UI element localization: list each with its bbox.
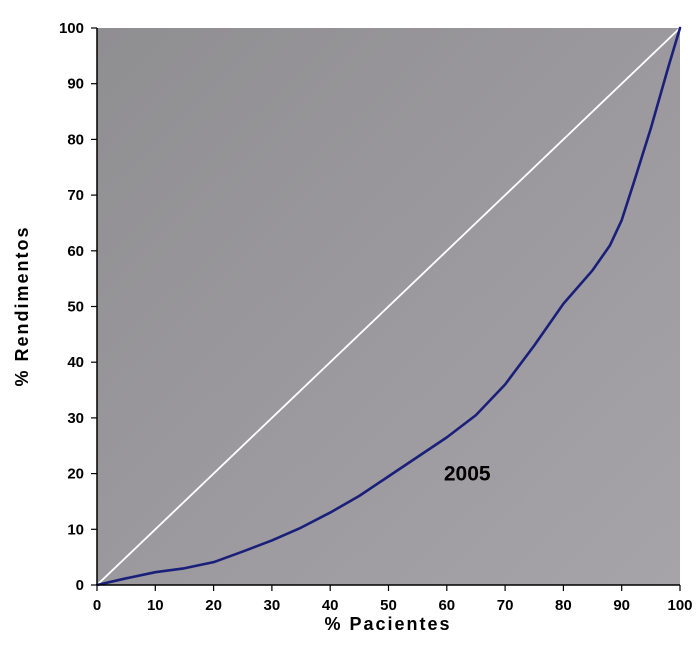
x-tick-label: 80 (555, 597, 572, 614)
x-tick-label: 0 (93, 597, 101, 614)
y-axis-ticks (91, 27, 97, 586)
y-tick-label: 30 (67, 410, 84, 427)
x-tick-label: 10 (147, 597, 164, 614)
y-tick-label: 50 (67, 299, 84, 316)
x-tick-label: 100 (667, 597, 692, 614)
y-tick-label: 0 (76, 577, 84, 594)
y-tick-label: 40 (67, 354, 84, 371)
y-tick-label: 20 (67, 466, 84, 483)
series-annotation: 2005 (444, 463, 491, 486)
y-tick-label: 80 (67, 131, 84, 148)
x-axis-ticks (96, 585, 681, 591)
y-tick-label: 100 (59, 20, 84, 37)
y-tick-label: 70 (67, 187, 84, 204)
y-tick-label: 10 (67, 521, 84, 538)
x-axis-tick-labels: 0 10 20 30 40 50 60 70 80 90 100 (93, 597, 693, 614)
x-tick-label: 40 (322, 597, 339, 614)
y-axis-title: % Rendimentos (12, 225, 32, 386)
x-tick-label: 30 (264, 597, 281, 614)
x-axis-title: % Pacientes (324, 614, 451, 634)
x-tick-label: 50 (380, 597, 397, 614)
lorenz-curve-2005 (95, 26, 682, 587)
x-tick-label: 20 (205, 597, 222, 614)
series-layer (95, 26, 682, 587)
equality-line (96, 27, 681, 586)
x-tick-label: 90 (613, 597, 630, 614)
y-tick-label: 90 (67, 76, 84, 93)
y-tick-label: 60 (67, 243, 84, 260)
x-tick-label: 70 (497, 597, 514, 614)
x-tick-label: 60 (438, 597, 455, 614)
y-axis-tick-labels: 0 10 20 30 40 50 60 70 80 90 100 (59, 20, 84, 594)
